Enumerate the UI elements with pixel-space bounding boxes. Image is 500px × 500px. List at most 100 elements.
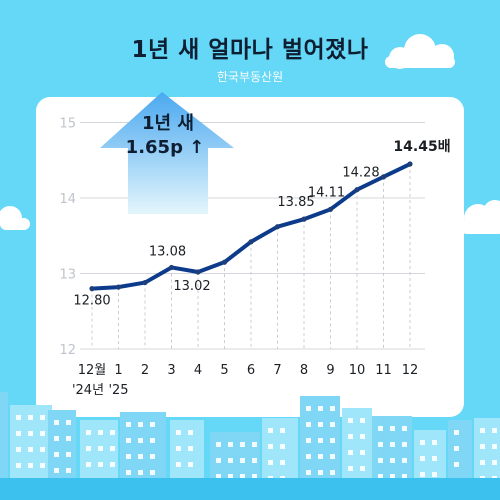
building-window <box>306 422 311 427</box>
building-window <box>126 454 131 459</box>
building-window <box>268 428 273 433</box>
building-window <box>420 472 425 477</box>
building-window <box>390 442 395 447</box>
building-window <box>318 438 323 443</box>
building-window <box>110 446 115 451</box>
building-window <box>480 428 485 433</box>
building-window <box>66 468 71 473</box>
building-window <box>54 420 59 425</box>
building-window <box>492 460 497 465</box>
city-skyline <box>0 392 500 500</box>
building-window <box>228 442 233 447</box>
building-window <box>16 447 21 452</box>
building-window <box>348 434 353 439</box>
building-window <box>348 450 353 455</box>
data-label: 12.80 <box>73 294 110 309</box>
building-window <box>40 447 45 452</box>
x-tick-label: 12 <box>402 363 419 378</box>
building-window <box>252 442 257 447</box>
up-arrow <box>100 92 234 214</box>
building-window <box>126 470 131 475</box>
building-window <box>40 415 45 420</box>
x-tick-label: 5 <box>220 363 228 378</box>
building-window <box>66 420 71 425</box>
building-window <box>16 431 21 436</box>
building-window <box>268 444 273 449</box>
building-window <box>188 430 193 435</box>
building-window <box>240 458 245 463</box>
y-tick-label: 13 <box>59 268 76 283</box>
building-window <box>454 446 459 451</box>
building-window <box>110 430 115 435</box>
building-window <box>28 415 33 420</box>
building-window <box>138 470 143 475</box>
building-window <box>330 454 335 459</box>
building-window <box>390 426 395 431</box>
data-label: 14.28 <box>342 166 379 181</box>
building-window <box>188 446 193 451</box>
data-point <box>89 286 95 292</box>
building-window <box>54 468 59 473</box>
building-window <box>126 438 131 443</box>
building-window <box>280 460 285 465</box>
x-tick-label: 10 <box>349 363 366 378</box>
building-window <box>492 428 497 433</box>
building-window <box>306 454 311 459</box>
building-window <box>150 422 155 427</box>
building-window <box>176 446 181 451</box>
building-window <box>330 406 335 411</box>
building-window <box>402 426 407 431</box>
data-point <box>327 206 334 212</box>
annotation-line2: 1.65p ↑ <box>126 137 205 158</box>
building-window <box>252 474 257 479</box>
data-label: 13.08 <box>149 244 186 259</box>
building-window <box>480 460 485 465</box>
chart-source: 한국부동산원 <box>216 70 284 84</box>
building-window <box>306 470 311 475</box>
data-point <box>380 174 387 180</box>
data-point <box>142 279 148 286</box>
x-tick-label: 3 <box>167 363 175 378</box>
data-point <box>274 224 281 230</box>
building-window <box>176 462 181 467</box>
building-window <box>378 442 383 447</box>
x-tick-label: 7 <box>273 363 281 378</box>
x-tick-label: 6 <box>247 363 255 378</box>
building-window <box>378 474 383 479</box>
building-window <box>306 438 311 443</box>
building-window <box>252 458 257 463</box>
y-axis: 12 13 14 15 <box>59 117 76 359</box>
building-window <box>420 440 425 445</box>
building-window <box>138 438 143 443</box>
building-window <box>28 463 33 468</box>
y-tick-label: 14 <box>59 192 76 207</box>
building-window <box>86 430 91 435</box>
cloud-bottom-right <box>460 200 500 234</box>
x-tick-sublabel: '24년 <box>72 383 104 398</box>
building-window <box>86 462 91 467</box>
building-window <box>360 466 365 471</box>
building-window <box>138 454 143 459</box>
building-window <box>240 474 245 479</box>
building-window <box>268 460 273 465</box>
building-window <box>138 422 143 427</box>
building-window <box>216 442 221 447</box>
building-window <box>176 430 181 435</box>
building <box>0 392 8 500</box>
building-window <box>360 434 365 439</box>
building-window <box>318 422 323 427</box>
building-window <box>150 438 155 443</box>
building-window <box>216 474 221 479</box>
x-tick-label: 1 <box>114 363 122 378</box>
building-window <box>66 452 71 457</box>
building-window <box>280 428 285 433</box>
building-window <box>330 470 335 475</box>
x-tick-label: 12월 <box>78 363 107 378</box>
building-window <box>330 422 335 427</box>
building-window <box>348 466 353 471</box>
building-window <box>318 470 323 475</box>
gridlines <box>80 122 425 350</box>
cloud-right <box>385 34 455 69</box>
building-window <box>318 406 323 411</box>
